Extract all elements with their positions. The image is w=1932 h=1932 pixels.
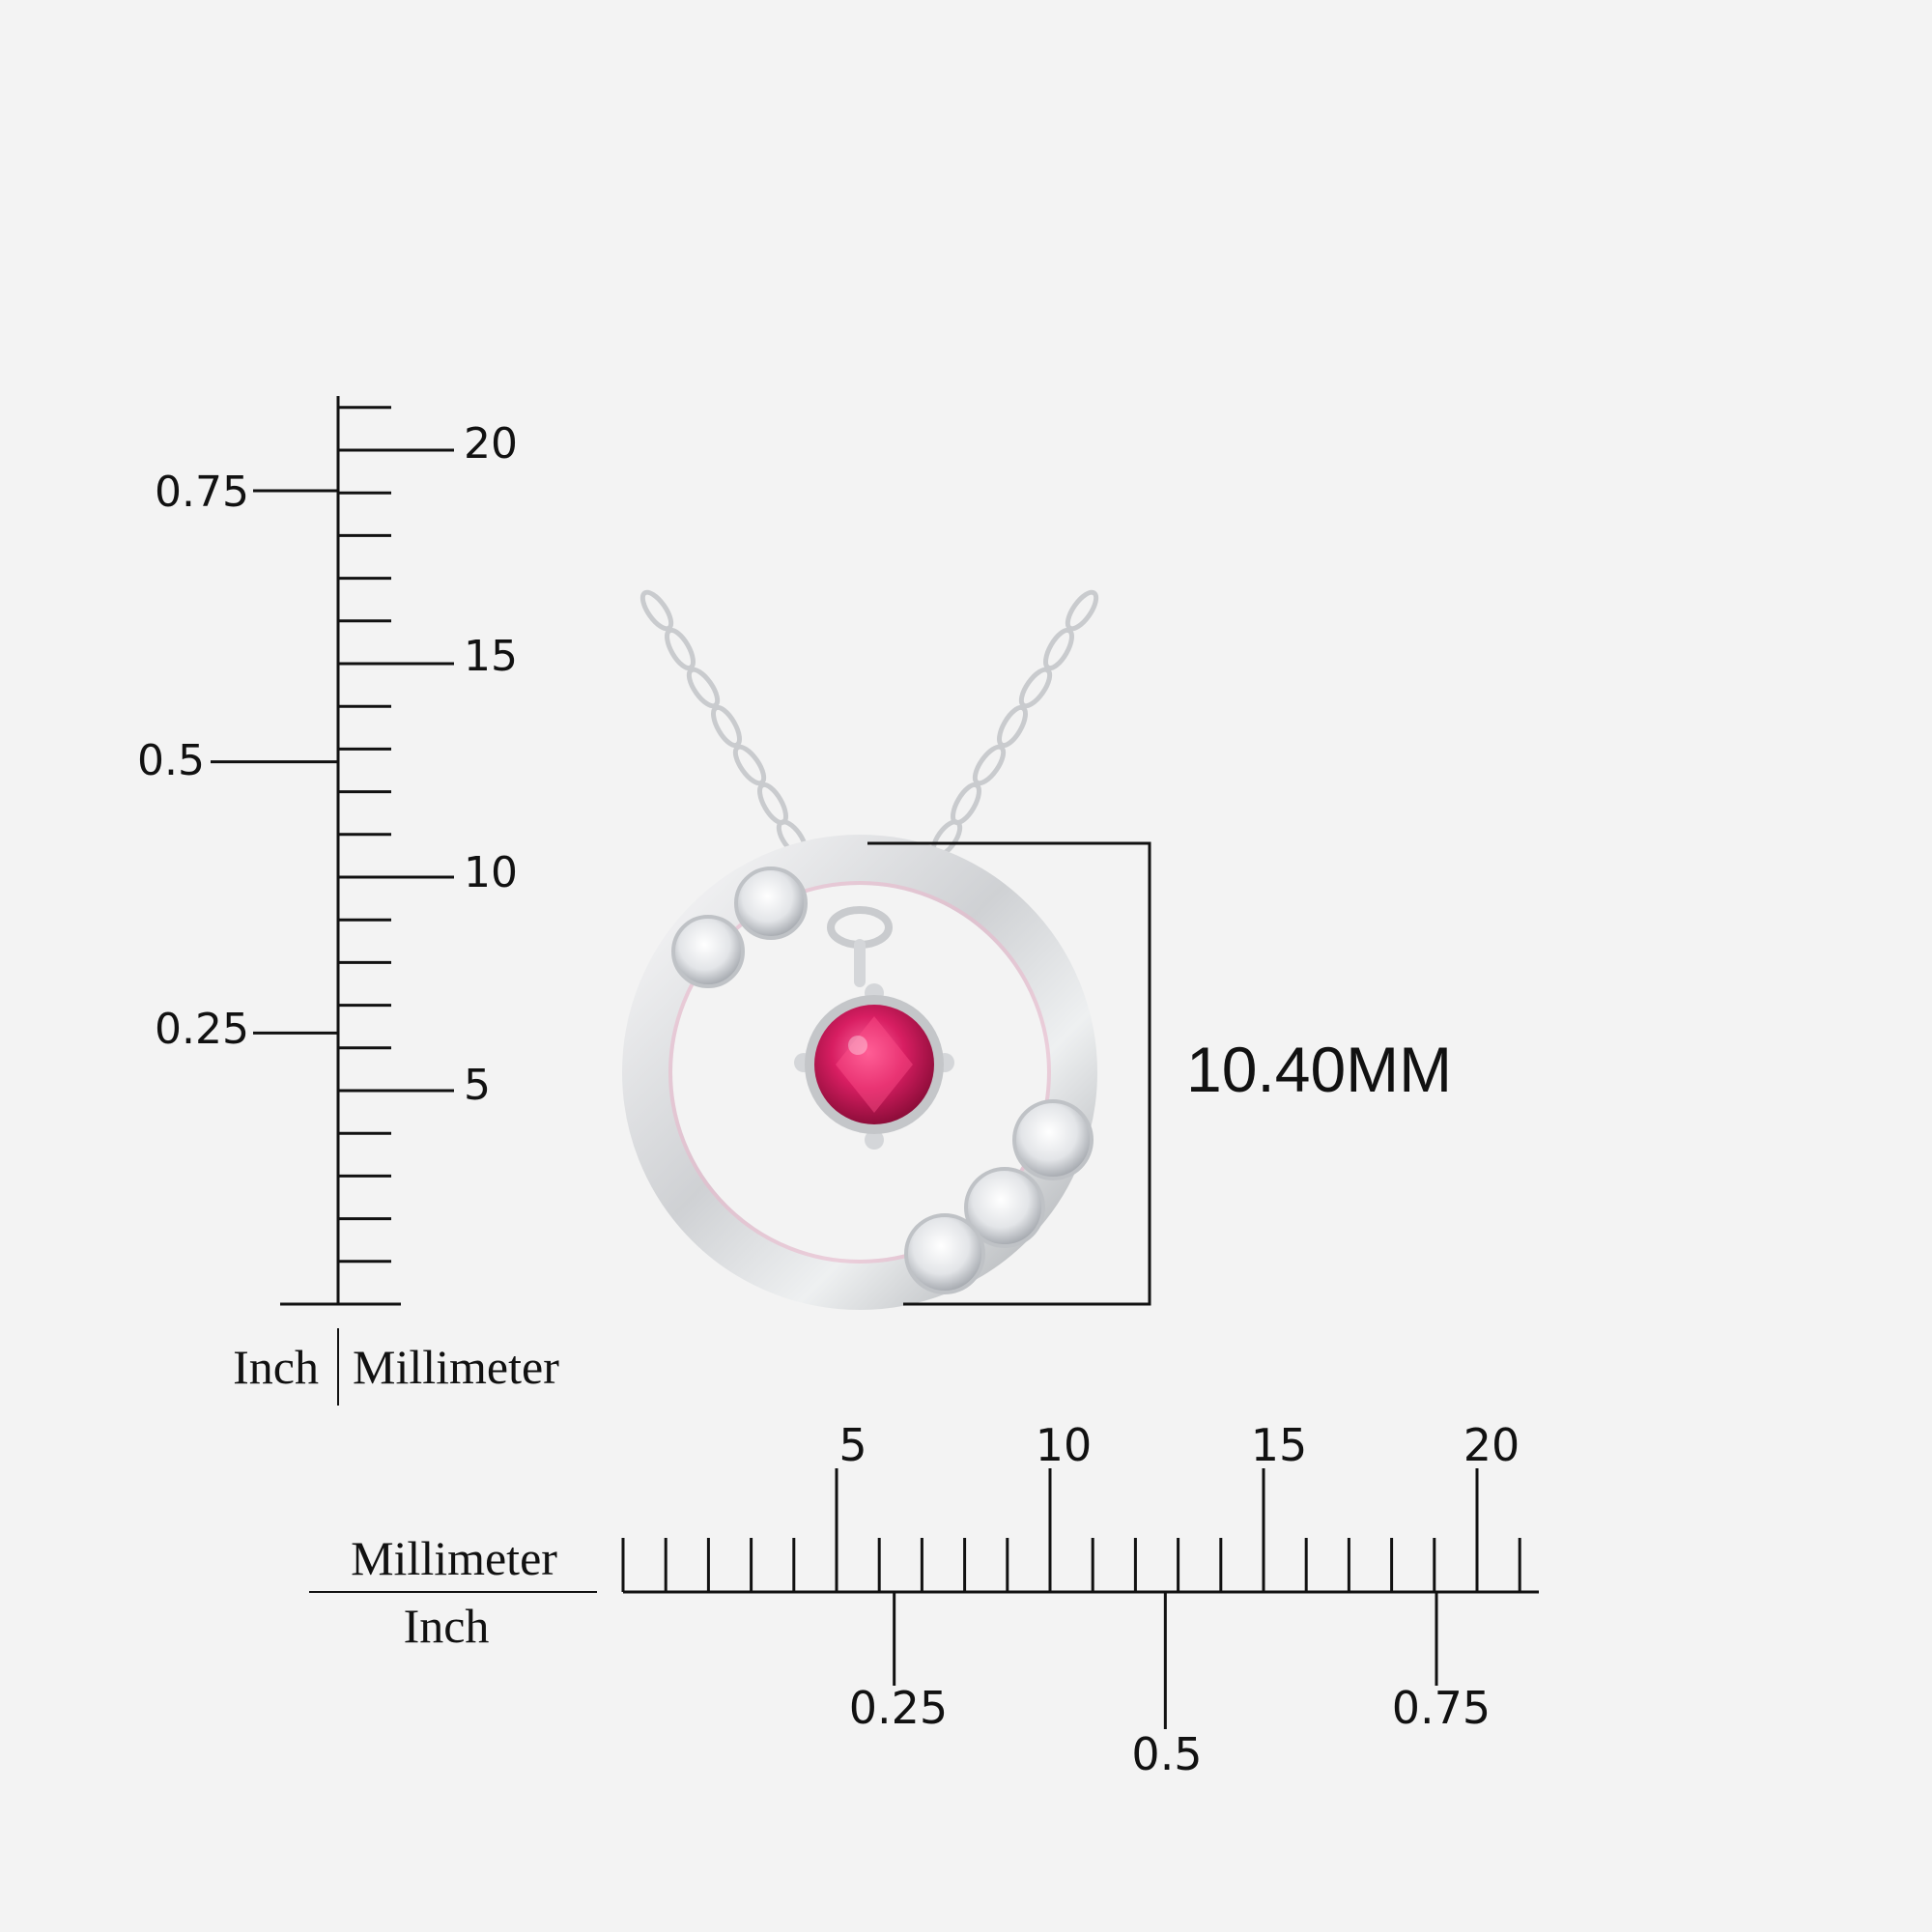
vertical-mm-label-20: 20 <box>464 419 518 469</box>
vertical-mm-label-5: 5 <box>464 1061 491 1110</box>
diamond-3 <box>1012 1099 1094 1180</box>
vertical-mm-label-10: 10 <box>464 848 518 897</box>
diamond-5 <box>904 1213 985 1294</box>
horizontal-mm-label-10: 10 <box>1036 1419 1093 1471</box>
horizontal-ruler: 5 10 15 20 0.25 0.5 0.75 Millimeter Inch <box>309 1419 1539 1780</box>
horizontal-mm-label-5: 5 <box>838 1419 867 1471</box>
horizontal-inch-ticks <box>893 1592 1438 1729</box>
drop-connector <box>854 939 866 987</box>
diamond-2 <box>671 915 745 988</box>
vertical-unit-millimeter: Millimeter <box>353 1340 559 1394</box>
diamond-4 <box>964 1167 1045 1248</box>
horizontal-unit-millimeter: Millimeter <box>351 1531 557 1585</box>
pendant-necklace-image: 10.40MM <box>622 589 1452 1310</box>
horizontal-mm-label-15: 15 <box>1251 1419 1308 1471</box>
pendant-ring <box>622 835 1097 1310</box>
vertical-mm-ticks <box>338 406 454 1264</box>
dimension-label: 10.40MM <box>1186 1034 1452 1105</box>
horizontal-inch-label-0-75: 0.75 <box>1392 1682 1491 1734</box>
chain-left <box>639 589 809 858</box>
ruby-stone <box>794 983 954 1150</box>
dimension-bracket <box>867 841 1151 1306</box>
chain-right <box>930 589 1099 858</box>
diamond-stones <box>671 867 1094 1294</box>
vertical-inch-label-0-5: 0.5 <box>137 736 205 785</box>
horizontal-unit-inch: Inch <box>404 1599 490 1653</box>
vertical-mm-label-15: 15 <box>464 632 518 681</box>
vertical-ruler: 20 15 10 5 0.75 0.5 0.25 Inch Millimeter <box>137 396 559 1406</box>
vertical-inch-label-0-75: 0.75 <box>155 468 249 517</box>
diamond-1 <box>734 867 808 940</box>
vertical-unit-inch: Inch <box>233 1340 319 1394</box>
vertical-inch-label-0-25: 0.25 <box>155 1005 249 1054</box>
horizontal-mm-ticks <box>621 1468 1521 1592</box>
horizontal-inch-label-0-25: 0.25 <box>849 1682 948 1734</box>
vertical-inch-ticks <box>211 489 338 1035</box>
horizontal-inch-label-0-5: 0.5 <box>1131 1728 1202 1780</box>
horizontal-mm-label-20: 20 <box>1463 1419 1520 1471</box>
